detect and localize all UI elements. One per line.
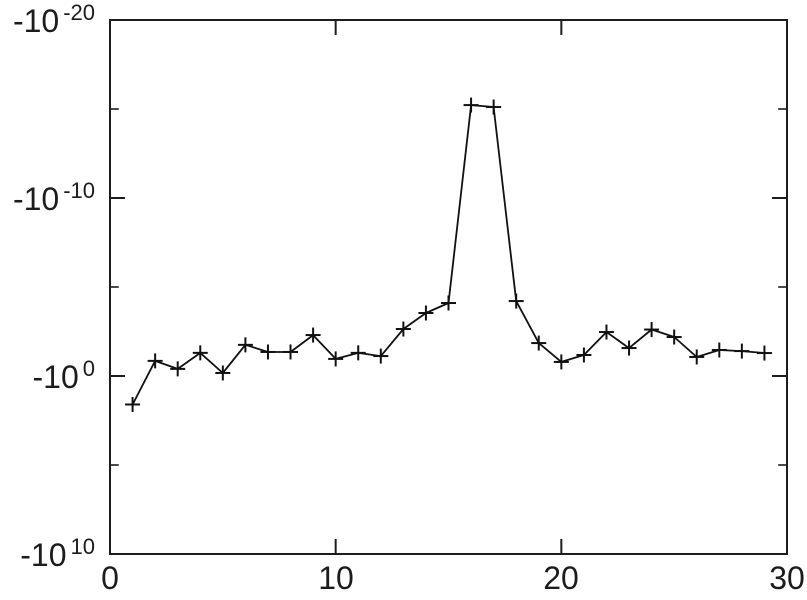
data-line xyxy=(131,104,765,405)
x-tick-label: 10 xyxy=(318,560,354,596)
x-tick-label: 30 xyxy=(769,560,805,596)
y-tick-exponent: 0 xyxy=(82,355,95,381)
y-tick-base: -10 xyxy=(12,2,60,39)
y-tick-label: -10 -10 xyxy=(12,177,95,217)
y-tick-base: -10 xyxy=(20,536,67,573)
y-tick-label: -10 0 xyxy=(32,355,96,395)
x-tick-label: 0 xyxy=(101,560,119,596)
x-tick-label: 20 xyxy=(543,560,579,596)
axes-box xyxy=(109,19,788,555)
y-tick-base: -10 xyxy=(12,180,60,217)
y-tick-label: -10 10 xyxy=(20,533,95,573)
y-tick-base: -10 xyxy=(32,358,79,395)
y-tick-exponent: -10 xyxy=(63,177,95,203)
y-tick-label: -10 -20 xyxy=(12,0,95,39)
y-tick-exponent: -20 xyxy=(63,0,95,25)
y-tick-exponent: 10 xyxy=(70,533,95,559)
